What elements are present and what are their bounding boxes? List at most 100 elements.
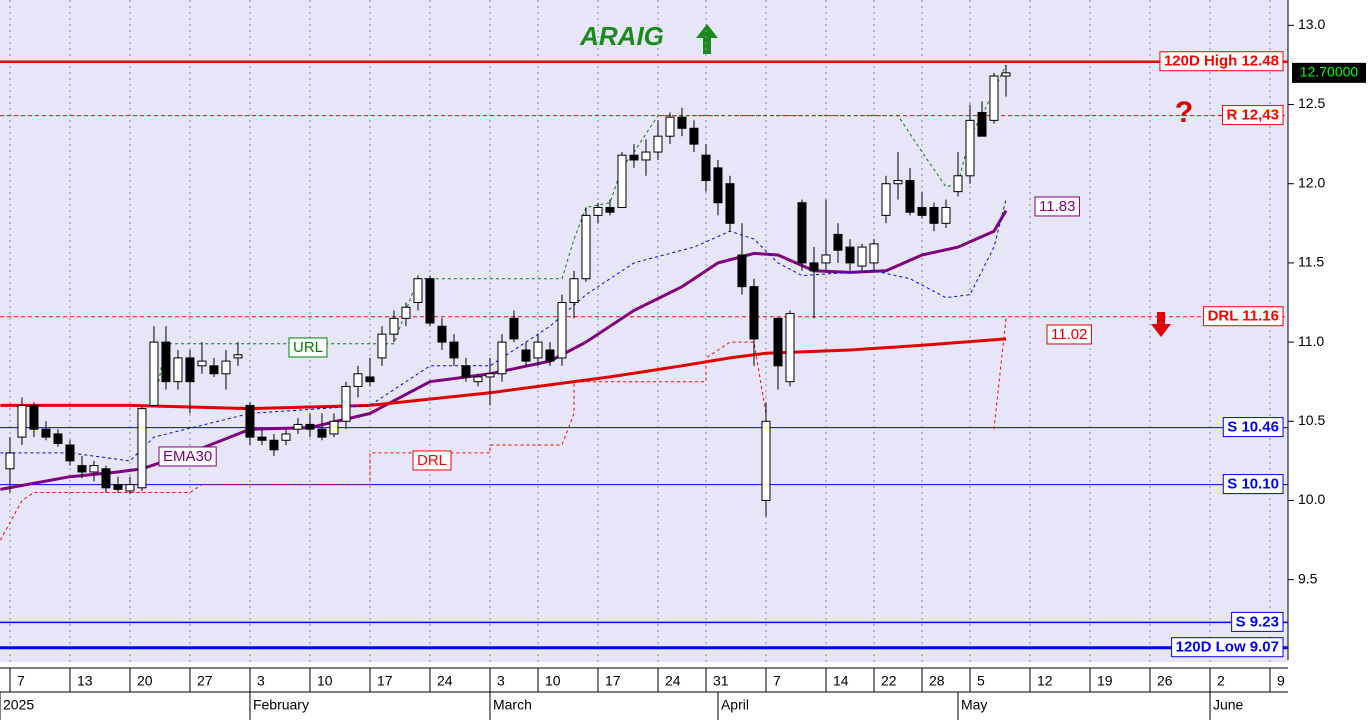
candle-body <box>173 357 183 383</box>
level-label-box <box>1231 611 1284 632</box>
candle-body <box>929 206 939 224</box>
month-label: March <box>493 697 532 713</box>
x-tick-label: 24 <box>665 673 681 689</box>
candle-body <box>749 286 759 340</box>
candle-body <box>317 428 327 438</box>
month-label: 2025 <box>3 697 34 713</box>
candle-body <box>473 376 483 383</box>
level-label-text: S 10.10 <box>1227 476 1279 493</box>
candle-body <box>833 233 843 251</box>
candle-body <box>665 116 675 137</box>
indicator-line <box>0 199 1007 462</box>
x-tick-label: 22 <box>881 673 897 689</box>
candle-body <box>785 313 795 383</box>
x-tick-label: 10 <box>545 673 561 689</box>
candle-body <box>437 325 447 343</box>
candle-body <box>581 214 591 280</box>
candle-body <box>941 206 951 224</box>
level-label: S 9.23 <box>1231 611 1284 632</box>
candle-body <box>41 428 51 438</box>
end-value-label: 11.02 <box>1046 324 1092 345</box>
candle-body <box>677 116 687 129</box>
candle-body <box>1001 72 1011 77</box>
candle-body <box>377 333 387 359</box>
candle-body <box>989 75 999 121</box>
candle-body <box>977 111 987 137</box>
series-name-box <box>412 450 452 471</box>
candle-body <box>917 206 927 216</box>
level-label-text: 120D Low 9.07 <box>1176 639 1279 656</box>
x-tick-label: 20 <box>137 673 153 689</box>
y-tick-label: 11.0 <box>1298 333 1324 349</box>
candle-body <box>905 180 915 213</box>
plot-background <box>0 0 1288 662</box>
candle-body <box>89 465 99 473</box>
candle-body <box>497 341 507 375</box>
candle-body <box>521 349 531 362</box>
candle-body <box>641 151 651 161</box>
candle-body <box>557 301 567 359</box>
candle-body <box>605 206 615 213</box>
candle-body <box>965 119 975 177</box>
x-tick-label: 12 <box>1037 673 1053 689</box>
series-name-text: URL <box>293 339 323 356</box>
x-tick-label: 31 <box>713 673 729 689</box>
level-label-text: S 10.46 <box>1227 419 1279 436</box>
candle-body <box>149 341 159 406</box>
candle-body <box>161 341 171 383</box>
candle-body <box>449 341 459 359</box>
candle-body <box>329 420 339 435</box>
end-value-label-box <box>1034 196 1080 217</box>
candle-body <box>533 341 543 359</box>
up-arrow-icon <box>696 24 718 54</box>
candle-body <box>689 127 699 145</box>
x-tick-label: 19 <box>1097 673 1113 689</box>
candle-body <box>113 484 123 490</box>
candle-body <box>185 357 195 383</box>
level-label: S 10.10 <box>1222 474 1284 495</box>
x-tick-label: 7 <box>17 673 25 689</box>
candle-body <box>425 278 435 324</box>
level-label: DRL 11.16 <box>1203 306 1284 327</box>
candle-body <box>821 254 831 264</box>
candle-body <box>365 376 375 383</box>
x-tick-label: 28 <box>929 673 945 689</box>
down-arrow-icon <box>1151 312 1171 337</box>
last-price-label: 12.70000 <box>1300 64 1359 80</box>
series-name-box <box>158 446 217 467</box>
level-label-box <box>1222 474 1284 495</box>
candle-body <box>881 183 891 216</box>
candle-body <box>761 420 771 501</box>
x-tick-label: 13 <box>77 673 93 689</box>
y-tick-label: 13.0 <box>1298 16 1325 32</box>
candle-body <box>5 452 15 470</box>
y-tick-label: 12.5 <box>1298 95 1325 111</box>
candle-body <box>125 484 135 492</box>
level-label: S 10.46 <box>1222 417 1284 438</box>
level-label-box <box>1222 417 1284 438</box>
candle-body <box>353 373 363 387</box>
annotation: ? <box>1175 96 1193 129</box>
level-label-text: R 12,43 <box>1226 107 1279 124</box>
month-label: May <box>961 697 987 713</box>
candle-body <box>569 278 579 303</box>
level-label-box <box>1159 51 1284 72</box>
series-name: DRL <box>412 450 452 471</box>
candle-body <box>725 183 735 224</box>
chart-title: ARAIG <box>579 21 664 51</box>
candle-body <box>53 433 63 444</box>
candle-body <box>653 135 663 153</box>
candle-body <box>281 433 291 441</box>
series-name: URL <box>288 337 328 358</box>
candle-body <box>389 317 399 335</box>
candle-body <box>809 262 819 272</box>
series-name-text: EMA30 <box>163 448 212 465</box>
candle-body <box>461 365 471 378</box>
candle-body <box>77 465 87 473</box>
candle-body <box>197 360 207 367</box>
indicator-line <box>0 318 1007 541</box>
x-tick-label: 7 <box>773 673 781 689</box>
x-tick-label: 5 <box>977 673 985 689</box>
